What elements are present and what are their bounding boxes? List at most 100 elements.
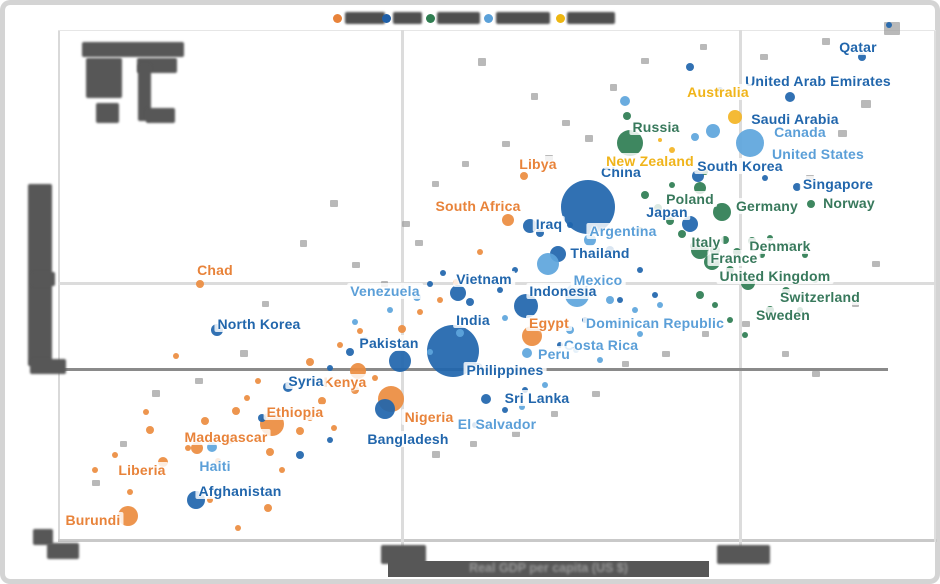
country-label-ethiopia[interactable]: Ethiopia bbox=[263, 404, 327, 420]
data-point-africa[interactable] bbox=[351, 386, 359, 394]
country-label-south-africa[interactable]: South Africa bbox=[432, 198, 524, 214]
country-label-united-arab-emirates[interactable]: United Arab Emirates bbox=[742, 73, 894, 89]
data-point-asia[interactable] bbox=[258, 414, 266, 422]
data-point-africa[interactable] bbox=[235, 525, 241, 531]
country-label-japan[interactable]: Japan bbox=[643, 204, 691, 220]
legend-dot-americas[interactable] bbox=[484, 14, 493, 23]
country-label-saudi-arabia[interactable]: Saudi Arabia bbox=[748, 111, 842, 127]
data-point-europe[interactable] bbox=[802, 252, 808, 258]
country-label-syria[interactable]: Syria bbox=[285, 373, 327, 389]
data-point-asia[interactable] bbox=[512, 267, 518, 273]
data-point-africa[interactable] bbox=[264, 504, 272, 512]
data-point-europe[interactable] bbox=[669, 182, 675, 188]
data-point-americas[interactable] bbox=[387, 307, 393, 313]
country-label-united-kingdom[interactable]: United Kingdom bbox=[716, 268, 834, 284]
data-point-africa[interactable] bbox=[112, 452, 118, 458]
legend-label-redacted-oceania[interactable] bbox=[567, 12, 615, 24]
legend-label-redacted-europe[interactable] bbox=[437, 12, 480, 24]
legend-label-redacted-africa[interactable] bbox=[345, 12, 385, 24]
data-point-americas[interactable] bbox=[597, 357, 603, 363]
data-point-africa[interactable] bbox=[331, 425, 337, 431]
country-label-pakistan[interactable]: Pakistan bbox=[356, 335, 422, 351]
data-point-asia[interactable] bbox=[502, 407, 508, 413]
country-label-costa-rica[interactable]: Costa Rica bbox=[560, 337, 642, 353]
country-label-nigeria[interactable]: Nigeria bbox=[401, 409, 457, 425]
data-point-africa[interactable] bbox=[201, 417, 209, 425]
data-point-americas[interactable] bbox=[691, 133, 699, 141]
data-point-europe[interactable] bbox=[641, 191, 649, 199]
legend-dot-oceania[interactable] bbox=[556, 14, 565, 23]
data-point-africa[interactable] bbox=[127, 489, 133, 495]
data-point-americas[interactable] bbox=[502, 315, 508, 321]
country-label-france[interactable]: France bbox=[707, 250, 761, 266]
data-point-africa[interactable] bbox=[372, 375, 378, 381]
data-point-africa[interactable] bbox=[232, 407, 240, 415]
data-point-americas[interactable] bbox=[427, 349, 433, 355]
country-bubble-pakistan[interactable] bbox=[389, 350, 411, 372]
country-label-sri-lanka[interactable]: Sri Lanka bbox=[501, 390, 573, 406]
data-point-africa[interactable] bbox=[173, 353, 179, 359]
legend-label-redacted-americas[interactable] bbox=[496, 12, 550, 24]
country-label-poland[interactable]: Poland bbox=[663, 191, 717, 207]
data-point-africa[interactable] bbox=[279, 467, 285, 473]
data-point-africa[interactable] bbox=[318, 397, 326, 405]
country-label-madagascar[interactable]: Madagascar bbox=[181, 429, 271, 445]
country-label-germany[interactable]: Germany bbox=[732, 198, 802, 214]
country-bubble-singapore[interactable] bbox=[793, 183, 801, 191]
legend-dot-africa[interactable] bbox=[333, 14, 342, 23]
data-point-asia[interactable] bbox=[557, 342, 563, 348]
data-point-africa[interactable] bbox=[255, 378, 261, 384]
data-point-americas[interactable] bbox=[352, 319, 358, 325]
country-bubble-japan[interactable] bbox=[682, 216, 698, 232]
data-point-americas[interactable] bbox=[542, 382, 548, 388]
data-point-europe[interactable] bbox=[623, 112, 631, 120]
country-bubble-qatar[interactable] bbox=[886, 22, 892, 28]
country-bubble-canada[interactable] bbox=[706, 124, 720, 138]
country-label-haiti[interactable]: Haiti bbox=[196, 458, 234, 474]
data-point-asia[interactable] bbox=[296, 451, 304, 459]
data-point-africa[interactable] bbox=[296, 427, 304, 435]
country-label-thailand[interactable]: Thailand bbox=[567, 245, 633, 261]
data-point-americas[interactable] bbox=[632, 307, 638, 313]
data-point-africa[interactable] bbox=[398, 325, 406, 333]
data-point-asia[interactable] bbox=[327, 365, 333, 371]
country-bubble-chad[interactable] bbox=[196, 280, 204, 288]
country-bubble-dominican-republic[interactable] bbox=[637, 331, 643, 337]
data-point-europe[interactable] bbox=[712, 302, 718, 308]
country-bubble-libya[interactable] bbox=[520, 172, 528, 180]
data-point-asia[interactable] bbox=[346, 348, 354, 356]
data-point-africa[interactable] bbox=[477, 249, 483, 255]
data-point-asia[interactable] bbox=[762, 175, 768, 181]
country-label-india[interactable]: India bbox=[453, 312, 493, 328]
data-point-americas[interactable] bbox=[606, 296, 614, 304]
country-label-italy[interactable]: Italy bbox=[688, 234, 724, 250]
legend-label-redacted-asia[interactable] bbox=[393, 12, 422, 24]
data-point-asia[interactable] bbox=[466, 298, 474, 306]
data-point-africa[interactable] bbox=[185, 445, 191, 451]
data-point-americas[interactable] bbox=[456, 329, 464, 337]
country-bubble-peru[interactable] bbox=[522, 348, 532, 358]
country-label-south-korea[interactable]: South Korea bbox=[694, 158, 786, 174]
country-bubble-egypt[interactable] bbox=[522, 326, 542, 346]
country-bubble-saudi-arabia[interactable] bbox=[785, 92, 795, 102]
country-label-united-states[interactable]: United States bbox=[768, 146, 868, 162]
country-bubble-sri-lanka[interactable] bbox=[481, 394, 491, 404]
country-label-argentina[interactable]: Argentina bbox=[586, 223, 660, 239]
country-label-qatar[interactable]: Qatar bbox=[836, 39, 880, 55]
country-bubble-germany[interactable] bbox=[713, 203, 731, 221]
country-label-venezuela[interactable]: Venezuela bbox=[347, 283, 423, 299]
country-bubble-new-zealand[interactable] bbox=[669, 147, 675, 153]
data-point-asia[interactable] bbox=[686, 63, 694, 71]
country-label-switzerland[interactable]: Switzerland bbox=[777, 289, 863, 305]
data-point-africa[interactable] bbox=[266, 448, 274, 456]
data-point-africa[interactable] bbox=[207, 497, 213, 503]
country-label-libya[interactable]: Libya bbox=[516, 156, 560, 172]
legend-dot-asia[interactable] bbox=[382, 14, 391, 23]
data-point-asia[interactable] bbox=[637, 267, 643, 273]
data-point-africa[interactable] bbox=[146, 426, 154, 434]
data-point-africa[interactable] bbox=[417, 309, 423, 315]
country-bubble-australia[interactable] bbox=[728, 110, 742, 124]
data-point-europe[interactable] bbox=[666, 217, 674, 225]
legend-dot-europe[interactable] bbox=[426, 14, 435, 23]
country-bubble-haiti[interactable] bbox=[207, 442, 217, 452]
